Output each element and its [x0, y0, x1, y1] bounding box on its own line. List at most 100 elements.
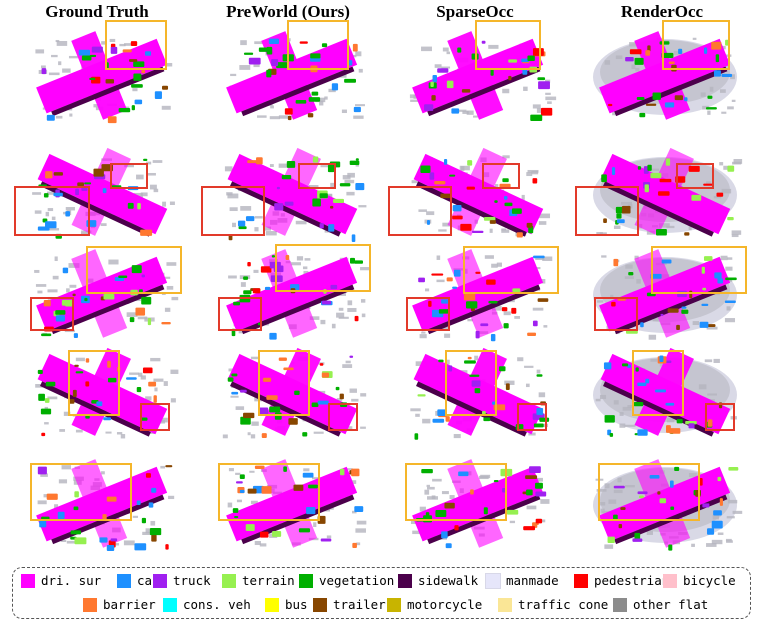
legend-swatch [117, 573, 131, 588]
legend-item-truck: truck [153, 573, 211, 588]
highlight-box-red [482, 163, 520, 189]
highlight-box-red [328, 403, 358, 431]
occupancy-cell-r1-c2 [212, 22, 372, 127]
highlight-box-yellow [275, 244, 371, 292]
column-title-preworld: PreWorld (Ours) [226, 2, 350, 21]
occupancy-cell-r2-c3 [398, 140, 558, 245]
legend-item-manmade: manmade [485, 572, 559, 589]
column-title-renderocc: RenderOcc [620, 2, 704, 21]
legend-label: dri. sur [41, 573, 102, 588]
highlight-box-yellow [287, 20, 349, 70]
highlight-box-yellow [218, 463, 320, 521]
legend-item-dri-sur: dri. sur [21, 573, 101, 588]
occupancy-render [226, 31, 365, 121]
highlight-box-yellow [598, 463, 700, 521]
legend-swatch [153, 573, 167, 588]
occupancy-render [222, 347, 367, 439]
occupancy-cell-r4-c2 [212, 340, 372, 445]
legend-swatch [498, 597, 512, 612]
legend-item-cons-veh: cons. veh [163, 597, 251, 612]
highlight-box-yellow [30, 463, 132, 521]
legend-label: manmade [506, 573, 559, 588]
legend-swatch [163, 597, 177, 612]
legend-item-trailer: trailer [313, 597, 386, 612]
highlight-box-red [517, 403, 547, 431]
highlight-box-red [388, 186, 452, 236]
legend-swatch [21, 573, 35, 588]
highlight-box-red [298, 163, 336, 189]
occupancy-cell-r1-c3 [398, 22, 558, 127]
highlight-box-yellow [86, 246, 182, 294]
legend-item-bus: bus [265, 597, 308, 612]
occupancy-render [34, 249, 179, 339]
occupancy-cell-r1-c1 [22, 22, 182, 127]
highlight-box-red [705, 403, 735, 431]
legend-label: barrier [103, 597, 156, 612]
legend-label: motorcycle [407, 597, 483, 612]
legend-label: bicycle [683, 573, 736, 588]
occupancy-cell-r2-c1 [22, 140, 182, 245]
highlight-box-yellow [445, 350, 497, 416]
legend-swatch [398, 573, 412, 588]
legend-label: truck [173, 573, 211, 588]
highlight-box-red [406, 297, 450, 331]
occupancy-cell-r3-c4 [585, 240, 745, 345]
legend-item-bicycle: bicycle [663, 573, 736, 588]
legend-label: cons. veh [183, 597, 251, 612]
highlight-box-yellow [475, 20, 541, 70]
legend-label: terrain [242, 573, 295, 588]
occupancy-render [35, 347, 179, 439]
highlight-box-red [140, 403, 170, 431]
legend-swatch [265, 597, 279, 612]
legend-label: bus [285, 597, 308, 612]
highlight-box-yellow [68, 350, 120, 416]
legend-item-sidewalk: sidewalk [398, 573, 478, 588]
occupancy-render [409, 31, 557, 121]
highlight-box-yellow [632, 350, 684, 416]
legend-label: trailer [333, 597, 386, 612]
legend-item-motorcycle: motorcycle [387, 597, 482, 612]
highlight-box-yellow [105, 20, 167, 70]
occupancy-render [411, 147, 551, 238]
occupancy-cell-r2-c2 [212, 140, 372, 245]
legend-item-pedestrian: pedestrian [574, 573, 669, 588]
highlight-box-red [575, 186, 639, 236]
highlight-box-red [201, 186, 265, 236]
legend-swatch [222, 573, 236, 588]
legend-item-vegetation: vegetation [299, 573, 394, 588]
occupancy-render [593, 31, 737, 120]
occupancy-cell-r2-c4 [585, 140, 745, 245]
highlight-box-red [218, 297, 262, 331]
highlight-box-red [30, 297, 74, 331]
column-title-sparseocc: SparseOcc [436, 2, 514, 21]
highlight-box-yellow [662, 20, 730, 70]
legend-label: sidewalk [418, 573, 479, 588]
occupancy-render [593, 147, 743, 238]
occupancy-render [35, 31, 173, 124]
occupancy-render [410, 459, 550, 549]
legend-swatch [485, 572, 501, 589]
legend-label: pedestrian [594, 573, 670, 588]
occupancy-render [593, 249, 737, 340]
legend-swatch [83, 597, 97, 612]
occupancy-render [224, 147, 367, 243]
legend-swatch [299, 573, 313, 588]
occupancy-cell-r5-c3 [398, 450, 558, 555]
legend-swatch [663, 573, 677, 588]
occupancy-cell-r3-c1 [22, 240, 182, 345]
legend-swatch [313, 597, 327, 612]
legend-label: other flat [633, 597, 709, 612]
highlight-box-red [14, 186, 90, 236]
legend-swatch [387, 597, 401, 612]
legend-swatch [613, 597, 627, 612]
legend-item-other-flat: other flat [613, 597, 708, 612]
highlight-box-yellow [405, 463, 507, 521]
highlight-box-red [594, 297, 638, 331]
highlight-box-yellow [463, 246, 559, 294]
legend-item-barrier: barrier [83, 597, 156, 612]
occupancy-cell-r4-c1 [22, 340, 182, 445]
legend-swatch [574, 573, 588, 588]
occupancy-render [32, 147, 175, 239]
legend-label: vegetation [319, 573, 395, 588]
highlight-box-yellow [651, 246, 747, 294]
